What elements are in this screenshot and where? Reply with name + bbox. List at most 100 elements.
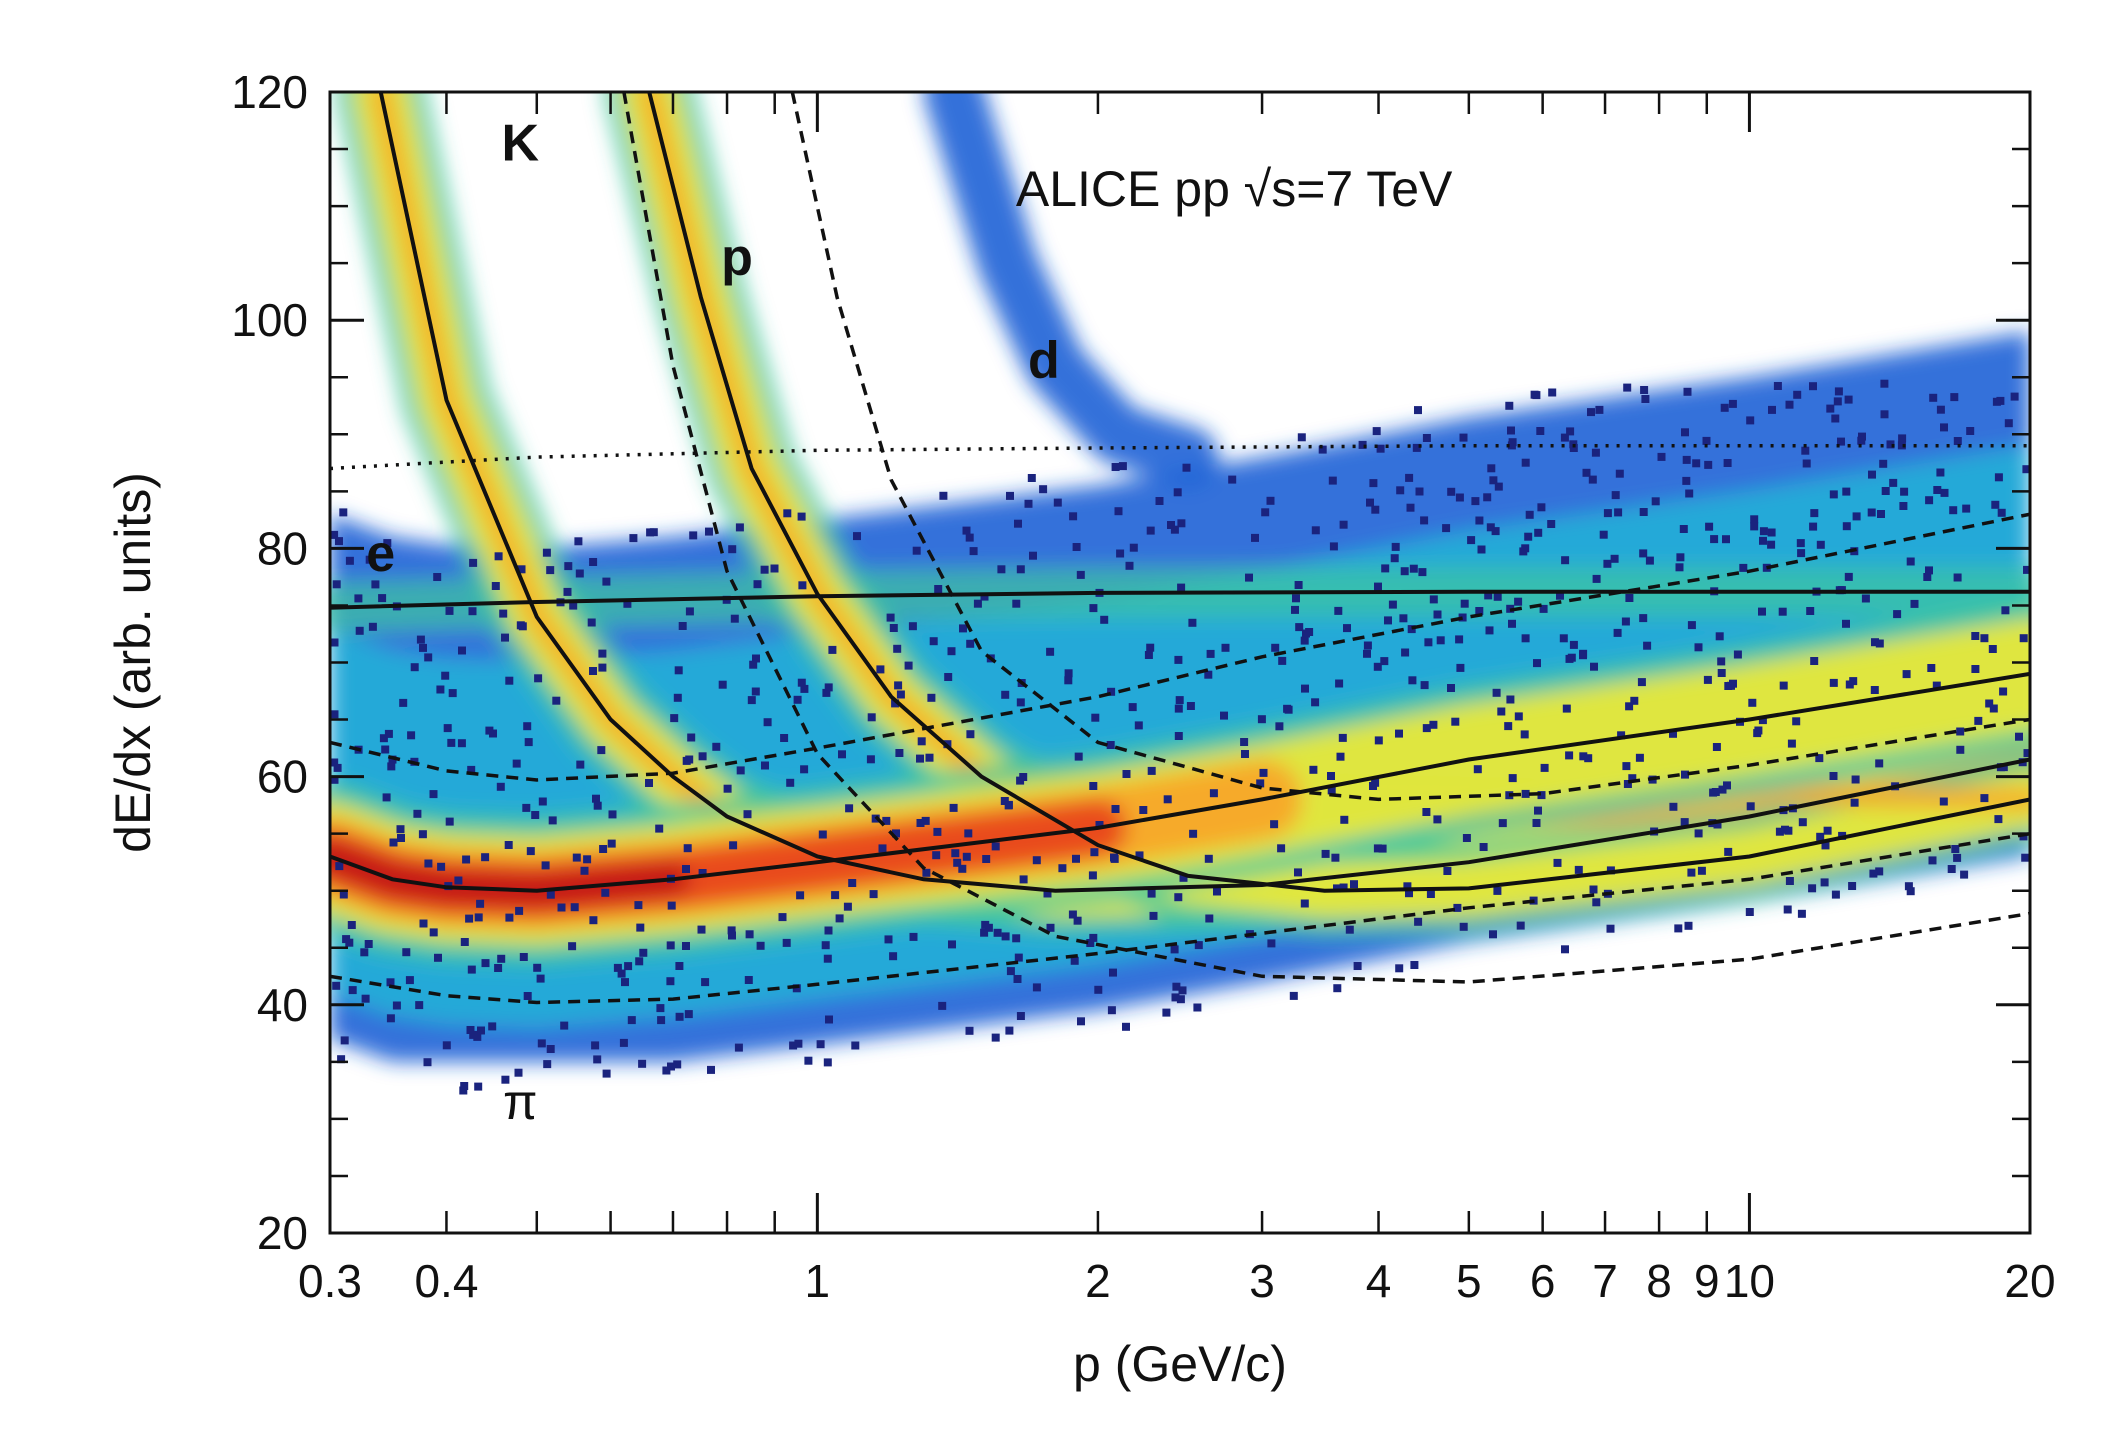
scatter-point — [1374, 736, 1383, 745]
scatter-point — [1881, 487, 1890, 495]
scatter-point — [1746, 416, 1755, 425]
scatter-point — [1796, 539, 1805, 548]
scatter-point — [886, 613, 895, 622]
scatter-point — [736, 766, 745, 775]
scatter-point — [770, 564, 779, 573]
scatter-point — [364, 940, 373, 948]
scatter-point — [1395, 964, 1404, 973]
scatter-point — [1418, 568, 1427, 577]
scatter-point — [481, 853, 490, 862]
scatter-point — [1174, 893, 1183, 902]
scatter-point — [973, 599, 982, 608]
scatter-point — [1114, 507, 1123, 516]
scatter-point — [1459, 922, 1468, 931]
scatter-point — [635, 957, 644, 966]
scatter-point — [1651, 497, 1660, 506]
scatter-point — [1300, 899, 1309, 908]
scatter-point — [522, 803, 531, 812]
scatter-point — [1311, 526, 1320, 535]
scatter-point — [1188, 618, 1197, 627]
scatter-point — [869, 890, 878, 899]
scatter-point — [1193, 1003, 1202, 1012]
x-tick-label: 9 — [1694, 1255, 1720, 1307]
scatter-point — [1013, 975, 1022, 983]
scatter-point — [1532, 391, 1541, 400]
scatter-point — [1436, 636, 1445, 645]
scatter-point — [1072, 543, 1081, 551]
scatter-point — [991, 842, 1000, 851]
scatter-point — [379, 734, 388, 743]
scatter-point — [1453, 903, 1462, 912]
scatter-point — [1213, 887, 1221, 896]
scatter-point — [1816, 832, 1825, 841]
scatter-point — [2022, 465, 2030, 474]
scatter-point — [718, 680, 727, 689]
scatter-point — [1302, 629, 1310, 638]
scatter-point — [1574, 865, 1583, 874]
scatter-point — [1000, 797, 1009, 805]
scatter-point — [1810, 509, 1819, 518]
scatter-point — [1426, 890, 1435, 898]
scatter-point — [429, 928, 438, 937]
scatter-point — [1669, 729, 1677, 738]
scatter-point — [1369, 479, 1378, 488]
scatter-point — [1366, 498, 1374, 507]
scatter-point — [964, 829, 973, 838]
scatter-point — [589, 667, 597, 675]
scatter-point — [388, 755, 397, 764]
scatter-point — [1675, 563, 1684, 572]
scatter-point — [1162, 1008, 1171, 1017]
scatter-point — [371, 580, 380, 589]
scatter-point — [405, 976, 414, 985]
scatter-point — [1406, 503, 1415, 512]
scatter-point — [1297, 433, 1306, 442]
scatter-point — [617, 969, 626, 978]
scatter-point — [728, 931, 736, 940]
scatter-point — [419, 643, 427, 652]
scatter-point — [1809, 382, 1817, 391]
scatter-point — [1363, 649, 1371, 658]
scatter-point — [1775, 827, 1784, 836]
scatter-point — [501, 633, 509, 642]
scatter-point — [934, 585, 943, 593]
scatter-point — [598, 649, 607, 658]
scatter-point — [904, 661, 913, 670]
scatter-point — [1767, 528, 1776, 537]
particle-label: K — [501, 114, 539, 172]
scatter-point — [1331, 853, 1340, 862]
scatter-point — [674, 666, 683, 675]
scatter-point — [1682, 455, 1691, 464]
scatter-point — [1590, 662, 1598, 671]
scatter-point — [1094, 985, 1103, 994]
scatter-point — [1758, 716, 1767, 725]
scatter-point — [1939, 797, 1948, 806]
scatter-point — [397, 834, 405, 842]
scatter-point — [1985, 699, 1994, 708]
scatter-point — [1420, 681, 1429, 690]
scatter-point — [1266, 496, 1275, 505]
scatter-point — [1548, 388, 1557, 397]
scatter-point — [384, 729, 393, 738]
scatter-point — [1109, 968, 1117, 977]
scatter-point — [678, 622, 687, 630]
scatter-point — [1012, 599, 1021, 608]
x-tick-label: 10 — [1724, 1255, 1775, 1307]
scatter-point — [751, 687, 760, 696]
scatter-point — [378, 594, 387, 603]
scatter-point — [448, 689, 457, 698]
scatter-point — [1294, 581, 1303, 589]
x-tick-label: 2 — [1085, 1255, 1111, 1307]
scatter-point — [889, 624, 898, 632]
scatter-point — [1171, 993, 1180, 1002]
scatter-point — [534, 674, 543, 683]
scatter-point — [753, 580, 762, 589]
scatter-point — [1494, 482, 1503, 491]
scatter-point — [1746, 802, 1755, 811]
scatter-point — [1849, 677, 1858, 686]
scatter-point — [1886, 440, 1895, 449]
scatter-point — [822, 688, 831, 697]
scatter-point — [1409, 564, 1418, 573]
scatter-point — [793, 695, 802, 704]
scatter-point — [1396, 486, 1405, 495]
scatter-point — [1640, 386, 1649, 394]
